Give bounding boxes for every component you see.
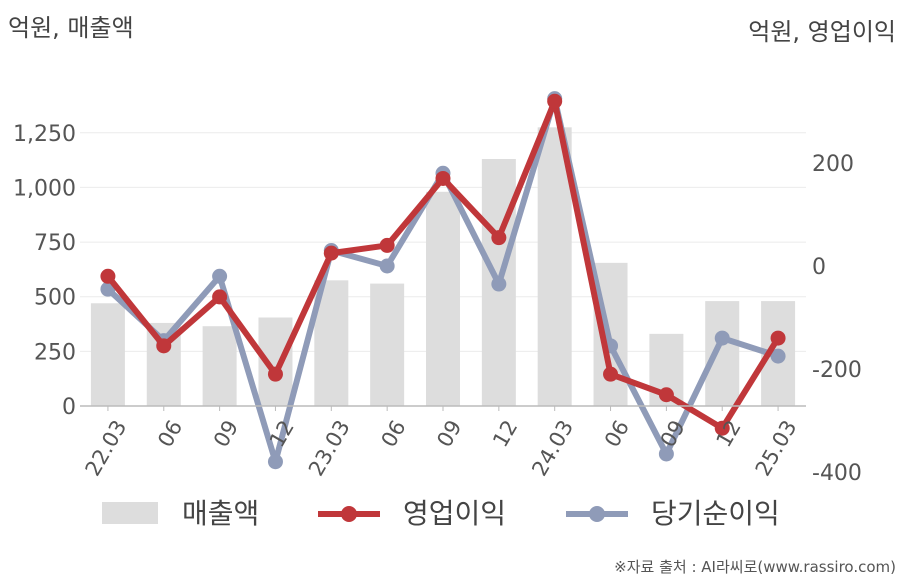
x-tick-label: 06 [153,416,187,451]
left-tick-label: 1,250 [13,122,76,147]
right-tick-label: -400 [812,461,862,486]
source-credit: ※자료 출처 : AI라씨로(www.rassiro.com) [614,558,896,576]
point-operating-profit [323,245,339,261]
x-tick-label: 09 [432,416,466,451]
point-operating-profit [435,170,451,186]
point-operating-profit [603,366,619,382]
bar-sales [537,127,572,407]
point-net-income [212,268,228,284]
point-operating-profit [658,387,674,403]
bar-sales [705,301,740,406]
legend: 매출액 영업이익 당기순이익 [102,497,780,530]
legend-marker-net-income [589,506,605,522]
x-tick-label: 12 [712,416,746,451]
point-operating-profit [379,237,395,253]
point-operating-profit [770,330,786,346]
bar-sales [90,303,125,406]
right-tick-label: -200 [812,358,862,383]
right-axis-unit: 억원, 영업이익 [748,18,896,46]
point-net-income [267,454,283,470]
left-tick-label: 750 [34,231,76,256]
point-operating-profit [547,93,563,109]
x-tick-label: 22.03 [81,416,132,480]
point-operating-profit [267,366,283,382]
point-net-income [491,276,507,292]
legend-label-net-income: 당기순이익 [651,497,780,530]
point-operating-profit [100,268,116,284]
legend-swatch-sales [102,502,158,524]
point-net-income [658,446,674,462]
right-tick-label: 0 [812,255,826,280]
x-tick-label: 06 [376,416,410,451]
legend-label-operating-profit: 영업이익 [403,497,506,530]
line-series [100,91,786,470]
left-tick-label: 500 [34,286,76,311]
x-tick-label: 23.03 [304,416,355,480]
left-axis-unit: 억원, 매출액 [8,14,134,42]
legend-label-sales: 매출액 [182,497,259,530]
x-tick-label: 25.03 [751,416,802,480]
point-net-income [379,258,395,274]
point-operating-profit [156,338,172,354]
point-net-income [714,330,730,346]
legend-marker-operating-profit [341,506,357,522]
point-operating-profit [491,230,507,246]
left-tick-label: 250 [34,340,76,365]
x-tick-label: 06 [600,416,634,451]
x-tick-label: 09 [209,416,243,451]
x-tick-label: 12 [488,416,522,451]
point-operating-profit [212,289,228,305]
bar-sales [202,326,237,406]
bar-sales [426,191,460,406]
bar-series [90,127,796,407]
point-net-income [770,348,786,364]
right-tick-label: 200 [812,152,854,177]
left-tick-label: 0 [62,395,76,420]
bar-sales [370,283,405,406]
x-tick-label: 24.03 [527,416,578,480]
left-tick-label: 1,000 [13,176,76,201]
point-operating-profit [714,420,730,436]
